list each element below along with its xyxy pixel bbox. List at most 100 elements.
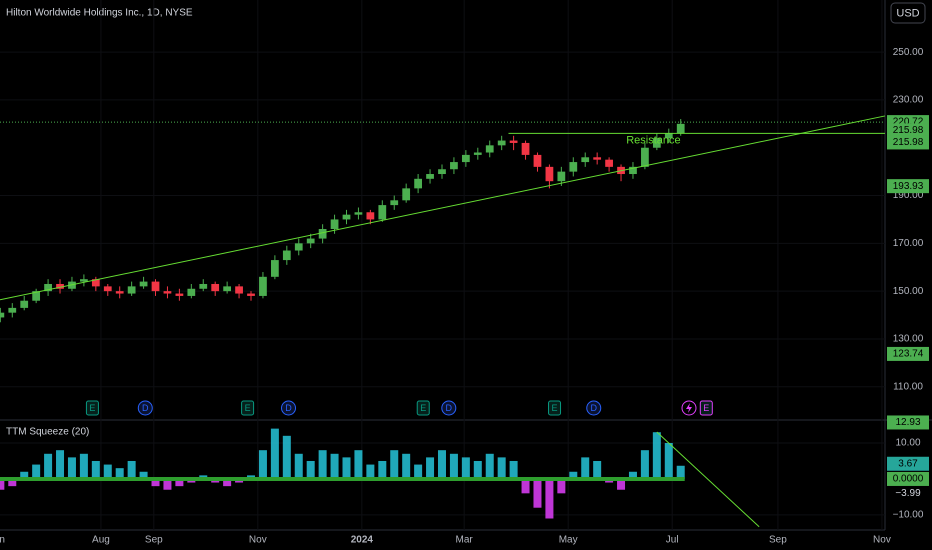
candle-body: [366, 212, 375, 220]
histogram-bar: [354, 450, 363, 479]
main-pane: Resistance: [0, 115, 886, 323]
indicator-badge: [887, 486, 929, 501]
event-icon: [241, 400, 255, 416]
histogram-bar: [414, 464, 423, 479]
price-badge-label: 193.93: [893, 181, 924, 192]
histogram-bar: [485, 453, 494, 479]
currency-label[interactable]: USD: [896, 7, 919, 19]
histogram-bar: [569, 471, 578, 479]
histogram-bar: [115, 468, 124, 479]
line-drawing: [656, 431, 760, 528]
x-tick-label: Aug: [92, 535, 110, 546]
histogram-bar: [366, 464, 375, 479]
histogram-bar: [545, 478, 554, 519]
event-label: E: [89, 403, 95, 413]
candle-body: [593, 157, 602, 160]
event-icon: [441, 400, 457, 416]
event-icon: [281, 400, 297, 416]
candle-body: [652, 138, 661, 148]
candle-body: [521, 142, 530, 155]
event-label: D: [142, 403, 149, 413]
histogram-bar: [32, 464, 41, 479]
x-tick-label: Jul: [666, 535, 679, 546]
histogram-bar: [557, 478, 566, 494]
histogram-bar: [258, 450, 267, 479]
candle-body: [127, 286, 136, 294]
indicator-title: TTM Squeeze (20): [6, 427, 89, 438]
indicator-badge-label: 12.93: [895, 417, 920, 428]
indicator-badge: [887, 415, 929, 430]
candle-body: [91, 279, 100, 287]
y-tick-label: 130.00: [893, 334, 924, 345]
histogram-bar: [91, 460, 100, 479]
x-tick-label: Mar: [456, 535, 474, 546]
y-tick-label: 170.00: [893, 238, 924, 249]
histogram-bar: [437, 450, 446, 479]
candle-body: [569, 162, 578, 172]
event-label: D: [446, 403, 453, 413]
histogram-bar: [282, 435, 291, 479]
histogram-bar: [461, 457, 470, 479]
histogram-bar: [8, 478, 17, 487]
currency-button[interactable]: [890, 2, 926, 24]
y-tick-label: 230.00: [893, 95, 924, 106]
histogram-bar: [151, 478, 160, 487]
indicator-badge: [887, 471, 929, 486]
candle-body: [56, 283, 64, 289]
indicator-badge-label: 0.0000: [893, 474, 924, 485]
histogram-bar: [473, 460, 482, 479]
candle-body: [20, 300, 29, 308]
candle-body: [485, 145, 494, 153]
event-icon: [85, 400, 99, 416]
candle-body: [629, 166, 637, 175]
histogram-bar: [593, 460, 602, 479]
candle-body: [294, 243, 303, 251]
candle-body: [80, 279, 88, 282]
event-icon: [699, 400, 713, 416]
candle-body: [0, 312, 5, 318]
event-icon: [416, 400, 430, 416]
y-tick-label: 110.00: [893, 381, 923, 392]
histogram-bar: [581, 457, 590, 479]
candle-body: [163, 291, 172, 294]
histogram-bar: [497, 457, 506, 479]
line-drawing: [0, 115, 886, 301]
candle-body: [259, 276, 267, 296]
histogram-bar: [294, 453, 303, 479]
histogram-bar: [402, 453, 411, 479]
histogram-bar: [521, 478, 530, 494]
histogram-bar: [175, 478, 184, 487]
candle-body: [426, 174, 434, 179]
candle-body: [497, 140, 506, 146]
candle-body: [115, 291, 124, 294]
event-label: D: [285, 403, 292, 413]
candle-body: [199, 283, 208, 289]
candle-body: [8, 307, 17, 313]
histogram-bar: [664, 443, 673, 479]
chart-title: Hilton Worldwide Holdings Inc., 1D, NYSE: [6, 8, 193, 19]
candle-body: [44, 283, 52, 292]
candle-body: [247, 293, 255, 296]
candle-body: [211, 283, 220, 292]
candle-body: [354, 212, 363, 215]
x-tick-label: Sep: [769, 535, 787, 546]
histogram-bar: [509, 460, 518, 479]
histogram-bar: [0, 478, 5, 490]
y-tick-label: 250.00: [893, 47, 924, 58]
candle-body: [270, 260, 279, 277]
dividend-event-icon[interactable]: [681, 400, 697, 416]
price-badge: [887, 179, 929, 194]
price-badge-label: 220.72: [893, 117, 924, 128]
candle-body: [509, 140, 518, 143]
histogram-bar: [342, 457, 351, 479]
candle-body: [414, 178, 422, 189]
candle-body: [450, 162, 458, 170]
price-badge-label: 215.98: [893, 125, 924, 136]
candle-body: [641, 147, 649, 167]
candle-body: [318, 229, 327, 239]
histogram-bar: [67, 457, 76, 479]
histogram-bar: [103, 464, 112, 479]
price-badge: [887, 123, 929, 138]
histogram-bar: [378, 460, 387, 479]
